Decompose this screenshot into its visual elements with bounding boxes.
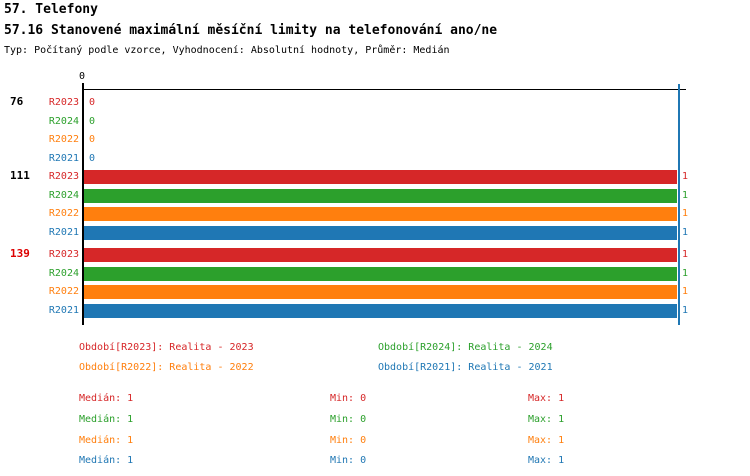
chart-series-label: R2021 — [48, 153, 79, 165]
chart-series-label: R2023 — [48, 171, 79, 182]
chart-bar — [84, 266, 677, 281]
chart-value-label: 0 — [89, 153, 96, 165]
section-title: 57. Telefony — [4, 2, 98, 17]
chart-value-label: 1 — [682, 286, 689, 298]
stat-min-r2024: Min: 0 — [330, 414, 367, 425]
stat-min-r2022: Min: 0 — [330, 435, 367, 446]
chart-series-label: R2022 — [48, 134, 79, 146]
chart-series-label: R2021 — [48, 227, 79, 239]
chart-value-label: 0 — [89, 115, 96, 127]
stat-max-r2023: Max: 1 — [528, 393, 565, 404]
axis-line-vertical — [82, 83, 84, 325]
chart-title: 57.16 Stanovené maximální měsíční limity… — [4, 23, 498, 38]
stat-median-r2022: Medián: 1 — [79, 435, 134, 446]
legend-item-r2022: Období[R2022]: Realita - 2022 — [79, 362, 254, 373]
chart-subtitle: Typ: Počítaný podle vzorce, Vyhodnocení:… — [4, 45, 450, 56]
chart-bar — [84, 285, 677, 300]
stat-max-r2021: Max: 1 — [528, 455, 565, 466]
legend-item-r2021: Období[R2021]: Realita - 2021 — [378, 362, 553, 373]
chart-bar — [84, 226, 677, 241]
chart-group-label: 76 — [10, 95, 24, 108]
max-value-line — [678, 84, 680, 325]
chart-bar — [84, 248, 677, 262]
chart-series-label: R2022 — [48, 208, 79, 220]
chart-group-label: 139 — [10, 247, 30, 260]
chart-series-label: R2024 — [48, 115, 79, 127]
chart-value-label: 0 — [89, 134, 96, 146]
chart-series-label: R2024 — [48, 267, 79, 279]
axis-line-horizontal — [82, 89, 686, 90]
chart-value-label: 1 — [682, 171, 689, 182]
stat-median-r2023: Medián: 1 — [79, 393, 134, 404]
chart-bar — [84, 188, 677, 203]
legend-item-r2023: Období[R2023]: Realita - 2023 — [79, 342, 254, 353]
chart-bar — [84, 304, 677, 319]
chart-bar — [84, 170, 677, 184]
chart-value-label: 1 — [682, 208, 689, 220]
chart-series-label: R2023 — [48, 249, 79, 260]
chart-bar — [84, 207, 677, 222]
axis-tick-label-zero: 0 — [78, 71, 86, 82]
chart-group-label: 111 — [10, 169, 30, 182]
stat-max-r2024: Max: 1 — [528, 414, 565, 425]
stat-median-r2021: Medián: 1 — [79, 455, 134, 466]
chart-series-label: R2024 — [48, 189, 79, 201]
stat-min-r2023: Min: 0 — [330, 393, 367, 404]
chart-value-label: 1 — [682, 227, 689, 239]
stat-max-r2022: Max: 1 — [528, 435, 565, 446]
chart-value-label: 1 — [682, 267, 689, 279]
chart-series-label: R2021 — [48, 305, 79, 317]
stat-median-r2024: Medián: 1 — [79, 414, 134, 425]
chart-value-label: 1 — [682, 249, 689, 260]
legend-item-r2024: Období[R2024]: Realita - 2024 — [378, 342, 553, 353]
chart-series-label: R2023 — [48, 97, 79, 108]
stat-min-r2021: Min: 0 — [330, 455, 367, 466]
chart-value-label: 1 — [682, 305, 689, 317]
chart-value-label: 0 — [89, 97, 96, 108]
chart-value-label: 1 — [682, 189, 689, 201]
chart-series-label: R2022 — [48, 286, 79, 298]
